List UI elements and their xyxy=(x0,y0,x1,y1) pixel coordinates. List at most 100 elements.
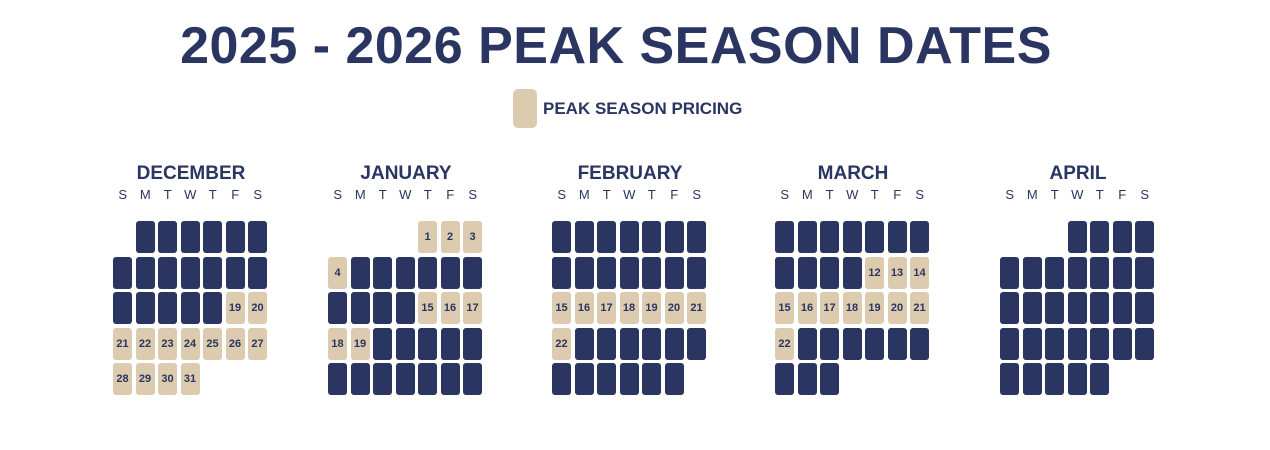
day-cell xyxy=(113,292,132,324)
day-cell xyxy=(463,363,482,395)
month-name: APRIL xyxy=(1049,163,1107,184)
day-cell xyxy=(552,256,571,289)
peak-day-cell: 23 xyxy=(158,327,177,360)
day-cell xyxy=(619,327,639,360)
weekday-header-wed: W xyxy=(623,187,636,202)
day-cell xyxy=(597,221,616,253)
day-cell xyxy=(328,363,347,395)
peak-day-cell: 29 xyxy=(135,363,155,395)
day-cell xyxy=(574,221,594,253)
weekday-header-mon: M xyxy=(139,187,152,202)
day-cell xyxy=(1067,363,1087,395)
day-cell xyxy=(328,292,347,324)
peak-day-cell: 22 xyxy=(135,327,155,360)
day-cell xyxy=(248,256,267,289)
peak-day-cell: 21 xyxy=(113,327,132,360)
peak-day-cell: 16 xyxy=(440,292,460,324)
day-cell xyxy=(203,221,222,253)
peak-day-cell: 15 xyxy=(552,292,571,324)
day-cell xyxy=(418,256,437,289)
day-cell xyxy=(395,292,415,324)
day-cell xyxy=(180,292,200,324)
day-cell xyxy=(1045,363,1064,395)
weekday-header-fri: F xyxy=(1118,187,1127,202)
weekday-header-sat: S xyxy=(468,187,478,202)
day-cell xyxy=(1090,256,1109,289)
weekday-header-thu: T xyxy=(208,187,218,202)
day-cell xyxy=(574,327,594,360)
peak-day-cell: 19 xyxy=(225,292,245,324)
peak-day-cell: 4 xyxy=(328,256,347,289)
day-cell xyxy=(552,221,571,253)
day-cell xyxy=(619,363,639,395)
day-cell xyxy=(865,221,884,253)
weekday-header-fri: F xyxy=(446,187,455,202)
day-cell xyxy=(395,363,415,395)
weekday-header-sun: S xyxy=(118,187,128,202)
day-cell xyxy=(1022,363,1042,395)
peak-day-cell: 26 xyxy=(225,327,245,360)
peak-day-cell: 19 xyxy=(642,292,661,324)
day-cell xyxy=(664,221,684,253)
day-cell xyxy=(418,363,437,395)
weekday-header-tue: T xyxy=(378,187,388,202)
day-cell xyxy=(158,256,177,289)
weekday-header-thu: T xyxy=(870,187,880,202)
day-cell xyxy=(642,221,661,253)
peak-day-cell: 28 xyxy=(113,363,132,395)
day-cell xyxy=(775,221,794,253)
day-cell xyxy=(1000,363,1019,395)
day-cell xyxy=(775,363,794,395)
day-cell xyxy=(664,256,684,289)
day-cell xyxy=(180,256,200,289)
day-cell xyxy=(1112,221,1132,253)
day-cell xyxy=(910,221,929,253)
peak-day-cell: 19 xyxy=(350,327,370,360)
day-cell xyxy=(135,292,155,324)
day-cell xyxy=(1000,256,1019,289)
weekday-header-sat: S xyxy=(1140,187,1150,202)
day-cell xyxy=(440,327,460,360)
day-cell xyxy=(1067,327,1087,360)
day-cell xyxy=(820,256,839,289)
peak-day-cell: 15 xyxy=(418,292,437,324)
day-cell xyxy=(1022,292,1042,324)
weekday-header-sun: S xyxy=(1005,187,1015,202)
weekday-header-tue: T xyxy=(602,187,612,202)
weekday-header-sun: S xyxy=(557,187,567,202)
peak-day-cell: 2 xyxy=(440,221,460,253)
day-cell xyxy=(225,256,245,289)
peak-day-cell: 3 xyxy=(463,221,482,253)
day-cell xyxy=(574,256,594,289)
peak-day-cell: 19 xyxy=(865,292,884,324)
weekday-header-thu: T xyxy=(423,187,433,202)
peak-day-cell: 16 xyxy=(797,292,817,324)
peak-day-cell: 15 xyxy=(775,292,794,324)
peak-day-cell: 18 xyxy=(842,292,862,324)
day-cell xyxy=(373,292,392,324)
peak-day-cell: 22 xyxy=(775,327,794,360)
day-cell xyxy=(865,327,884,360)
peak-day-cell: 20 xyxy=(664,292,684,324)
day-cell xyxy=(597,363,616,395)
weekday-header-fri: F xyxy=(893,187,902,202)
day-cell xyxy=(552,363,571,395)
day-cell xyxy=(1045,292,1064,324)
day-cell xyxy=(842,256,862,289)
day-cell xyxy=(113,256,132,289)
day-cell xyxy=(642,256,661,289)
day-cell xyxy=(664,327,684,360)
day-cell xyxy=(463,256,482,289)
month-name: JANUARY xyxy=(360,163,452,184)
peak-day-cell: 18 xyxy=(619,292,639,324)
day-cell xyxy=(135,221,155,253)
weekday-header-fri: F xyxy=(231,187,240,202)
peak-day-cell: 25 xyxy=(203,327,222,360)
day-cell xyxy=(820,327,839,360)
day-cell xyxy=(820,363,839,395)
day-cell xyxy=(664,363,684,395)
day-cell xyxy=(1022,256,1042,289)
day-cell xyxy=(1090,292,1109,324)
day-cell xyxy=(1000,292,1019,324)
weekday-header-mon: M xyxy=(578,187,591,202)
